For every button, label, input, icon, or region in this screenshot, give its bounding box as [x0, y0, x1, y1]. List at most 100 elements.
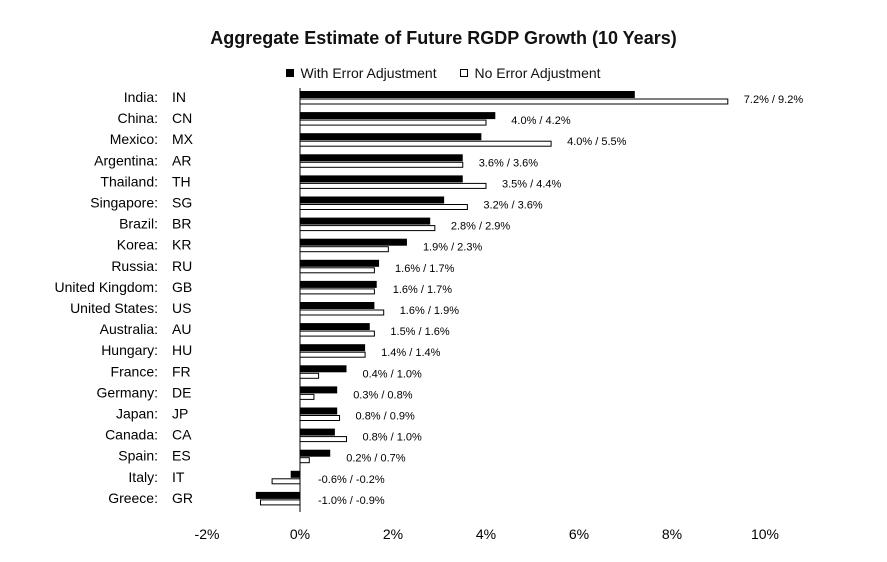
bar-with-error — [300, 302, 375, 309]
bar-with-error — [300, 175, 463, 183]
x-tick-label: 10% — [751, 526, 779, 542]
x-tick-label: 4% — [476, 526, 496, 542]
country-code-label: BR — [172, 216, 191, 232]
category-label: Italy: — [128, 469, 158, 485]
bar-with-error — [300, 407, 338, 415]
bar-no-error — [299, 161, 464, 168]
bar-no-error — [299, 140, 552, 147]
country-code-label: CN — [172, 110, 192, 126]
bar-no-error — [299, 393, 315, 400]
country-code-label: IT — [172, 469, 185, 485]
country-code-label: FR — [172, 363, 191, 379]
country-code-label: GB — [172, 279, 192, 295]
data-label: 0.8% / 0.9% — [356, 411, 416, 423]
legend-label-with-error: With Error Adjustment — [300, 65, 437, 81]
bar-no-error — [299, 267, 375, 274]
legend-label-no-error: No Error Adjustment — [474, 65, 601, 81]
bar-no-error — [299, 415, 341, 421]
data-label: 3.6% / 3.6% — [479, 157, 539, 169]
x-tick-label: 0% — [290, 526, 310, 542]
bar-no-error — [299, 246, 389, 253]
x-tick-label: 6% — [569, 526, 589, 542]
legend-item-with-error: With Error Adjustment — [286, 65, 437, 81]
data-label: 1.5% / 1.6% — [390, 326, 450, 338]
country-code-label: SG — [172, 195, 192, 211]
x-tick-label: -2% — [195, 526, 220, 542]
country-code-label: KR — [172, 237, 191, 253]
country-code-label: HU — [172, 342, 192, 358]
country-code-label: CA — [172, 427, 192, 443]
country-code-label: TH — [172, 173, 191, 189]
category-label: Mexico: — [110, 131, 158, 147]
bar-no-error — [299, 457, 310, 464]
data-label: 1.6% / 1.7% — [395, 263, 455, 275]
bar-with-error — [300, 365, 347, 373]
bar-with-error — [290, 470, 300, 478]
data-label: 4.0% / 5.5% — [567, 136, 627, 148]
bar-with-error — [300, 133, 482, 141]
category-label: France: — [111, 363, 158, 379]
country-code-label: JP — [172, 406, 188, 422]
bar-no-error — [271, 478, 301, 485]
bar-no-error — [259, 499, 301, 506]
legend-swatch-filled — [286, 69, 295, 77]
category-label: Japan: — [116, 406, 158, 422]
bar-no-error — [299, 372, 320, 379]
country-code-label: US — [172, 300, 191, 316]
bar-with-error — [300, 217, 431, 225]
bar-with-error — [300, 196, 445, 204]
bar-no-error — [299, 98, 729, 105]
category-label: Russia: — [111, 258, 158, 274]
country-code-label: GR — [172, 490, 193, 506]
category-label: Hungary: — [101, 342, 158, 358]
category-label: Korea: — [117, 237, 158, 253]
bar-with-error — [300, 91, 635, 98]
bar-no-error — [299, 119, 487, 126]
bar-no-error — [299, 351, 366, 358]
category-label: Canada: — [105, 427, 158, 443]
category-label: India: — [124, 89, 158, 105]
country-code-label: AR — [172, 152, 191, 168]
category-label: Argentina: — [94, 152, 158, 168]
category-label: Brazil: — [119, 216, 158, 232]
data-label: 2.8% / 2.9% — [451, 221, 511, 233]
bar-with-error — [255, 491, 300, 499]
legend: With Error Adjustment No Error Adjustmen… — [0, 64, 887, 81]
country-code-label: IN — [172, 89, 186, 105]
category-label: China: — [118, 110, 158, 126]
category-label: Thailand: — [100, 173, 158, 189]
bar-no-error — [299, 182, 487, 189]
data-label: 3.2% / 3.6% — [483, 200, 543, 212]
bar-with-error — [300, 238, 407, 246]
country-code-label: MX — [172, 131, 194, 147]
data-label: -1.0% / -0.9% — [318, 495, 385, 507]
chart-title: Aggregate Estimate of Future RGDP Growth… — [210, 28, 677, 48]
data-label: 7.2% / 9.2% — [744, 94, 804, 106]
country-code-label: AU — [172, 321, 191, 337]
x-tick-label: 8% — [662, 526, 682, 542]
bar-with-error — [300, 386, 338, 394]
country-code-label: RU — [172, 258, 192, 274]
bar-with-error — [300, 154, 463, 162]
data-label: 1.9% / 2.3% — [423, 242, 483, 254]
bar-no-error — [299, 288, 375, 295]
data-label: 4.0% / 4.2% — [511, 115, 571, 127]
country-code-label: ES — [172, 448, 191, 464]
legend-swatch-hollow — [460, 69, 469, 77]
bar-no-error — [299, 309, 385, 316]
category-label: United Kingdom: — [54, 279, 158, 295]
data-label: 3.5% / 4.4% — [502, 178, 562, 190]
bar-no-error — [299, 436, 347, 443]
bar-with-error — [300, 428, 335, 436]
country-code-label: DE — [172, 384, 191, 400]
bar-with-error — [300, 259, 380, 267]
category-label: Spain: — [118, 448, 158, 464]
bar-with-error — [300, 323, 370, 331]
bar-no-error — [299, 330, 375, 337]
category-label: Germany: — [97, 384, 158, 400]
bar-with-error — [300, 344, 366, 352]
category-label: Singapore: — [90, 195, 158, 211]
bar-no-error — [299, 204, 468, 210]
category-label: United States: — [70, 300, 158, 316]
data-label: 1.4% / 1.4% — [381, 347, 441, 359]
